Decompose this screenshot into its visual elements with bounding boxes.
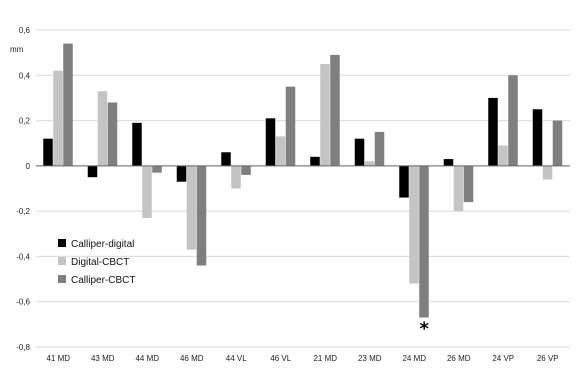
bar-calliper-digital (399, 165, 409, 198)
legend-swatch (58, 275, 66, 283)
x-tick-label: 41 MD (46, 354, 70, 363)
y-tick-label: 0 (26, 162, 31, 171)
y-tick-label: 0,2 (19, 117, 31, 126)
bar-calliper-cbct (152, 165, 162, 173)
bar-calliper-cbct (196, 165, 207, 266)
bar-digital-cbct (142, 165, 152, 218)
bar-digital-cbct (231, 165, 241, 189)
legend: Calliper-digital Digital-CBCT Calliper-CBC… (58, 239, 135, 286)
annotations: * (420, 319, 430, 340)
x-tick-label: 44 VL (226, 354, 247, 363)
legend-label: Digital-CBCT (71, 257, 129, 268)
y-axis-unit-label: mm (10, 45, 24, 54)
bar-calliper-cbct (374, 131, 385, 166)
bar-digital-cbct (53, 70, 63, 166)
x-tick-label: 24 VP (492, 354, 514, 363)
bar-calliper-digital (43, 138, 53, 166)
bar-calliper-digital (132, 122, 142, 166)
x-tick-label: 26 MD (447, 354, 471, 363)
bar-digital-cbct (97, 91, 108, 166)
y-tick-label: 0,6 (19, 26, 31, 35)
x-tick-label: 43 MD (91, 354, 115, 363)
x-tick-label: 24 MD (402, 354, 426, 363)
legend-label: Calliper-digital (71, 239, 134, 250)
bar-digital-cbct (542, 165, 553, 180)
x-tick-label: 26 VP (537, 354, 559, 363)
bar-digital-cbct (453, 165, 464, 212)
bar-calliper-digital (488, 97, 498, 166)
y-tick-label: -0,4 (16, 252, 30, 261)
bar-digital-cbct (186, 165, 197, 250)
bar-calliper-cbct (508, 75, 518, 166)
bar-calliper-cbct (419, 165, 429, 318)
legend-label: Calliper-CBCT (71, 275, 135, 286)
bar-calliper-digital (265, 118, 276, 166)
bar-calliper-cbct (63, 43, 73, 166)
y-tick-label: 0,4 (19, 71, 31, 80)
bar-digital-cbct (364, 161, 375, 166)
x-axis-tick-labels: 41 MD 43 MD 44 MD 46 MD 44 VL 46 VL 21 MD 23 MD… (46, 354, 558, 363)
bar-calliper-digital (354, 138, 365, 166)
bar-calliper-digital (176, 165, 187, 182)
y-tick-label: -0,8 (16, 343, 30, 352)
bar-calliper-cbct (241, 165, 251, 175)
legend-swatch (58, 257, 66, 265)
y-axis-tick-labels: 0,6 0,4 0,2 0 -0,2 -0,4 -0,6 -0,8 (16, 26, 30, 352)
bar-digital-cbct (320, 63, 330, 166)
bar-calliper-cbct (285, 86, 296, 166)
bar-calliper-digital (310, 156, 320, 166)
bar-calliper-cbct (552, 120, 563, 166)
bar-digital-cbct (409, 165, 419, 284)
x-tick-label: 46 MD (180, 354, 204, 363)
legend-swatch (58, 239, 66, 247)
x-tick-label: 23 MD (358, 354, 382, 363)
y-tick-label: -0,2 (16, 207, 30, 216)
y-tick-label: -0,6 (16, 298, 30, 307)
bar-calliper-digital (443, 159, 454, 166)
bar-calliper-cbct (107, 102, 118, 166)
bar-digital-cbct (498, 145, 508, 166)
bar-digital-cbct (275, 136, 286, 166)
significance-asterisk: * (420, 319, 430, 340)
bar-calliper-digital (532, 109, 543, 166)
bar-calliper-digital (87, 165, 98, 178)
x-tick-label: 21 MD (313, 354, 337, 363)
bar-calliper-digital (221, 152, 231, 166)
gridlines (36, 29, 570, 348)
x-tick-label: 44 MD (135, 354, 159, 363)
bars (43, 43, 563, 318)
bar-calliper-cbct (330, 54, 340, 166)
bar-calliper-cbct (463, 165, 474, 203)
x-tick-label: 46 VL (270, 354, 291, 363)
